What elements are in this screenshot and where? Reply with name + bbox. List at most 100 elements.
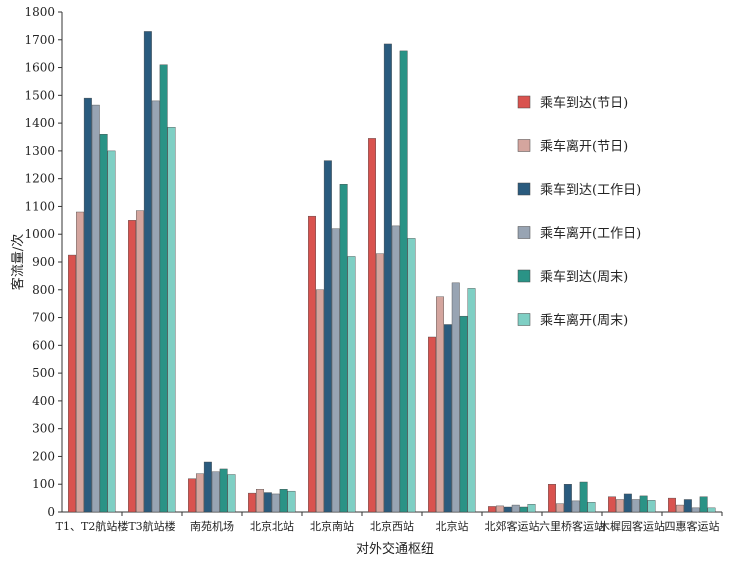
x-axis-title: 对外交通枢纽: [356, 541, 434, 557]
y-tick-label: 700: [32, 311, 55, 325]
bar: [631, 499, 640, 513]
bar: [608, 496, 616, 513]
bar: [616, 499, 624, 513]
x-tick-label: 北京南站: [310, 519, 354, 533]
bar: [428, 336, 436, 513]
legend-label: 乘车到达(工作日): [540, 182, 641, 198]
axes: 0 100 200 300 400 500 600 700 800 900 1000 1100 1200…: [24, 5, 723, 533]
y-tick-label: 1200: [24, 172, 55, 186]
bar: [99, 134, 108, 513]
x-tick-label: 六里桥客运站: [539, 519, 605, 533]
bar: [128, 220, 137, 513]
bar: [91, 104, 100, 513]
bar: [587, 502, 596, 513]
legend-label: 乘车到达(节日): [540, 95, 628, 111]
x-tick-label: 木樨园客运站: [599, 519, 665, 533]
bar: [279, 489, 288, 513]
bar: [488, 506, 496, 513]
bar: [699, 496, 708, 513]
bar: [459, 315, 468, 513]
y-axis-title: 客流量/次: [10, 234, 26, 290]
bar: [195, 473, 204, 513]
bar: [263, 492, 272, 513]
bar: [188, 478, 197, 513]
legend-label: 乘车到达(周末): [540, 269, 628, 285]
bar: [107, 150, 116, 513]
y-tick-label: 300: [32, 422, 55, 436]
bar: [287, 490, 296, 513]
y-tick-label: 1300: [24, 144, 55, 158]
bar: [227, 474, 236, 513]
bar: [159, 64, 168, 513]
legend-swatch: [517, 139, 531, 152]
y-tick-label: 1700: [24, 33, 55, 47]
x-tick-label: 北京西站: [370, 519, 414, 533]
bar: [347, 256, 356, 513]
bar: [368, 138, 376, 513]
bar: [211, 471, 220, 513]
bar: [548, 484, 556, 513]
legend-swatch: [517, 269, 531, 283]
bar: [691, 507, 700, 513]
y-tick-label: 400: [32, 394, 55, 408]
bar: [68, 254, 77, 513]
x-tick-label: T3航站楼: [128, 519, 175, 533]
bar: [496, 505, 504, 513]
bar: [467, 288, 476, 513]
bars: [68, 31, 716, 513]
bar: [579, 481, 588, 513]
bar: [399, 50, 408, 513]
bar: [707, 507, 716, 513]
y-tick-label: 100: [32, 477, 55, 491]
bar: [339, 184, 348, 513]
y-tick-label: 600: [32, 338, 55, 352]
bar: [151, 100, 160, 513]
bar: [571, 500, 580, 513]
x-tick-label: 四惠客运站: [665, 519, 720, 533]
legend-swatch: [517, 95, 531, 109]
bar: [676, 504, 684, 513]
bar: [556, 503, 564, 513]
bar: [248, 492, 257, 513]
y-tick-label: 900: [32, 255, 55, 269]
y-tick-label: 0: [47, 505, 55, 519]
x-tick-label: 北京北站: [250, 519, 294, 533]
bar: [436, 296, 444, 513]
bar: [383, 43, 392, 513]
bar: [647, 500, 656, 513]
bar: [519, 506, 528, 513]
bar: [376, 253, 384, 513]
bar: [83, 97, 92, 513]
bar: [451, 282, 460, 513]
legend-swatch: [517, 182, 531, 196]
bar: [668, 497, 676, 513]
bar: [443, 324, 452, 513]
y-tick-label: 1400: [24, 116, 55, 130]
bar: [683, 499, 692, 513]
bar: [219, 468, 228, 513]
bar: [316, 289, 324, 513]
y-tick-label: 1500: [24, 88, 55, 102]
bar: [143, 31, 152, 513]
x-tick-label: 北京站: [436, 519, 469, 533]
bar: [563, 484, 572, 513]
bar: [203, 461, 212, 513]
bar: [135, 210, 144, 513]
legend-label: 乘车离开(周末): [540, 313, 628, 329]
bar: [271, 493, 280, 513]
x-tick-label: 南苑机场: [190, 519, 234, 533]
bar: [639, 495, 648, 513]
y-tick-label: 500: [32, 366, 55, 380]
x-tick-label: T1、T2航站楼: [56, 519, 129, 533]
legend-swatch: [517, 226, 531, 239]
y-tick-label: 800: [32, 283, 55, 297]
bar: [623, 493, 632, 513]
bar: [308, 215, 316, 513]
y-tick-label: 200: [32, 449, 55, 463]
y-tick-label: 1100: [24, 199, 55, 213]
y-tick-label: 1800: [24, 5, 55, 19]
bar: [75, 211, 84, 513]
y-tick-label: 1600: [24, 61, 55, 75]
